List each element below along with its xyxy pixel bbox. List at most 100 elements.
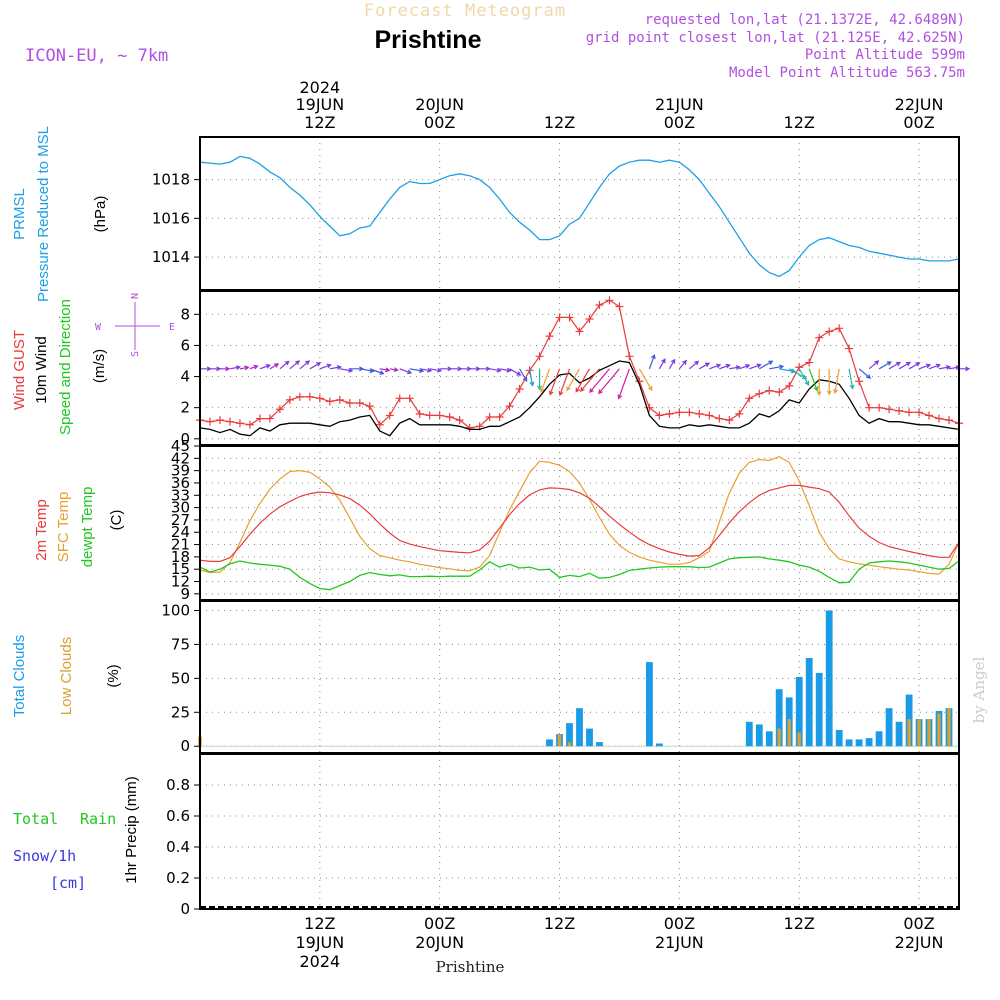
y-tick-label: 36 (171, 474, 190, 492)
y-tick-label: 75 (171, 635, 190, 653)
low-cloud-bar (567, 742, 572, 747)
wind-direction-arrow (729, 365, 741, 370)
total-cloud-bar (855, 739, 863, 747)
panel-frame (199, 290, 960, 446)
gust-marker (325, 397, 334, 406)
wind-direction-arrow (579, 368, 600, 392)
precip-rain-label: Rain (80, 810, 116, 828)
wind-direction-arrow (668, 358, 676, 370)
frame-layer (199, 136, 960, 910)
wind-label-1: Wind GUST (11, 330, 28, 410)
wind-direction-arrow (509, 368, 522, 376)
gust-marker (575, 327, 584, 336)
wind-direction-arrow (379, 367, 391, 373)
gust-marker (745, 394, 754, 403)
gust-marker (255, 414, 264, 423)
bottom-tick-date: 22JUN (895, 933, 944, 952)
sfc-temp-line (199, 456, 960, 575)
low-cloud-bar (777, 728, 781, 747)
gust-marker (335, 395, 344, 404)
y-tick-label: 1018 (152, 171, 190, 189)
gust-marker (825, 327, 834, 336)
total-cloud-bar (825, 610, 833, 747)
model-altitude: Model Point Altitude 563.75m (729, 65, 965, 81)
gust-marker (625, 352, 634, 361)
total-cloud-bar (586, 728, 593, 747)
wind-direction-arrow (548, 368, 561, 396)
y-tick-label: 25 (171, 703, 190, 721)
rose-west: W (95, 322, 102, 333)
y-tick-label: 12 (171, 573, 190, 591)
gust-marker (755, 389, 764, 398)
cloud-label-2: Low Clouds (58, 637, 75, 715)
model-label: ICON-EU, ~ 7km (25, 46, 168, 66)
gust-marker (455, 416, 464, 425)
wind-direction-arrow (558, 368, 571, 397)
gust-marker (665, 409, 674, 418)
bottom-tick-hour: 00Z (664, 914, 695, 933)
wind-direction-arrow (816, 368, 822, 397)
wind-direction-arrow (798, 368, 810, 386)
wind-direction-arrow (389, 367, 399, 372)
gust-marker (465, 423, 474, 432)
y-tick-label: 50 (171, 669, 190, 687)
wind-direction-arrow (769, 364, 785, 370)
y-tick-label: 33 (171, 486, 190, 504)
wind-direction-arrow (309, 362, 322, 370)
y-tick-label: 100 (161, 602, 190, 620)
gust-marker (805, 358, 814, 367)
y-tick-label: 4 (180, 368, 190, 386)
y-tick-label: 2 (180, 399, 190, 417)
total-cloud-bar (795, 677, 803, 747)
wind-direction-arrow (575, 368, 591, 393)
wind-direction-arrow (210, 366, 222, 372)
total-cloud-bar (596, 742, 603, 747)
wind-direction-arrow (566, 368, 581, 392)
gust-marker (785, 381, 794, 390)
top-tick-year: 2024 (299, 78, 340, 97)
wind-direction-arrow (529, 368, 535, 387)
y-tick-label: 6 (180, 336, 190, 354)
wind-direction-arrow (439, 366, 453, 372)
wind-direction-arrow (279, 360, 290, 370)
top-tick-date: 22JUN (895, 95, 944, 114)
total-cloud-bar (546, 739, 553, 747)
footer-label: Prishtine (436, 958, 505, 976)
wind-direction-rose: W E N S (95, 293, 175, 357)
wind-direction-arrow (759, 360, 774, 370)
y-tick-label: 21 (171, 536, 190, 554)
precip-total-label: Total (13, 810, 58, 828)
gust-marker (415, 409, 424, 418)
wind-direction-arrow (459, 366, 472, 372)
wind-direction-arrow (888, 361, 901, 370)
panel-frame (199, 753, 960, 910)
gust-marker (435, 411, 444, 420)
y-tick-label: 15 (171, 560, 190, 578)
gust-marker (215, 416, 224, 425)
wind-direction-arrow (918, 363, 932, 370)
total-cloud-bar (815, 672, 823, 747)
wind-direction-arrow (499, 367, 512, 373)
gust-marker (765, 386, 774, 395)
low-cloud-bar (937, 713, 941, 747)
temp-2m-line (199, 484, 960, 563)
y-tick-label: 18 (171, 548, 190, 566)
gust-marker (275, 405, 284, 414)
total-cloud-bar (566, 723, 573, 747)
total-cloud-bar (755, 724, 763, 747)
top-tick-hour: 12Z (784, 113, 815, 132)
gust-line (199, 299, 960, 429)
gust-marker (245, 420, 254, 429)
wind-unit: (m/s) (91, 349, 108, 383)
pressure-label-2: Pressure Reduced to MSL (35, 126, 52, 302)
gust-marker (715, 414, 724, 423)
gust-marker (915, 408, 924, 417)
gust-marker (885, 405, 894, 414)
requested-coords: requested lon,lat (21.1372E, 42.6489N) (645, 12, 965, 28)
y-tick-label: 0.6 (166, 807, 190, 825)
wind-direction-arrow (269, 363, 280, 370)
low-cloud-bar (917, 719, 921, 747)
wind-direction-arrow (329, 365, 342, 370)
wind-direction-arrow (749, 363, 762, 370)
